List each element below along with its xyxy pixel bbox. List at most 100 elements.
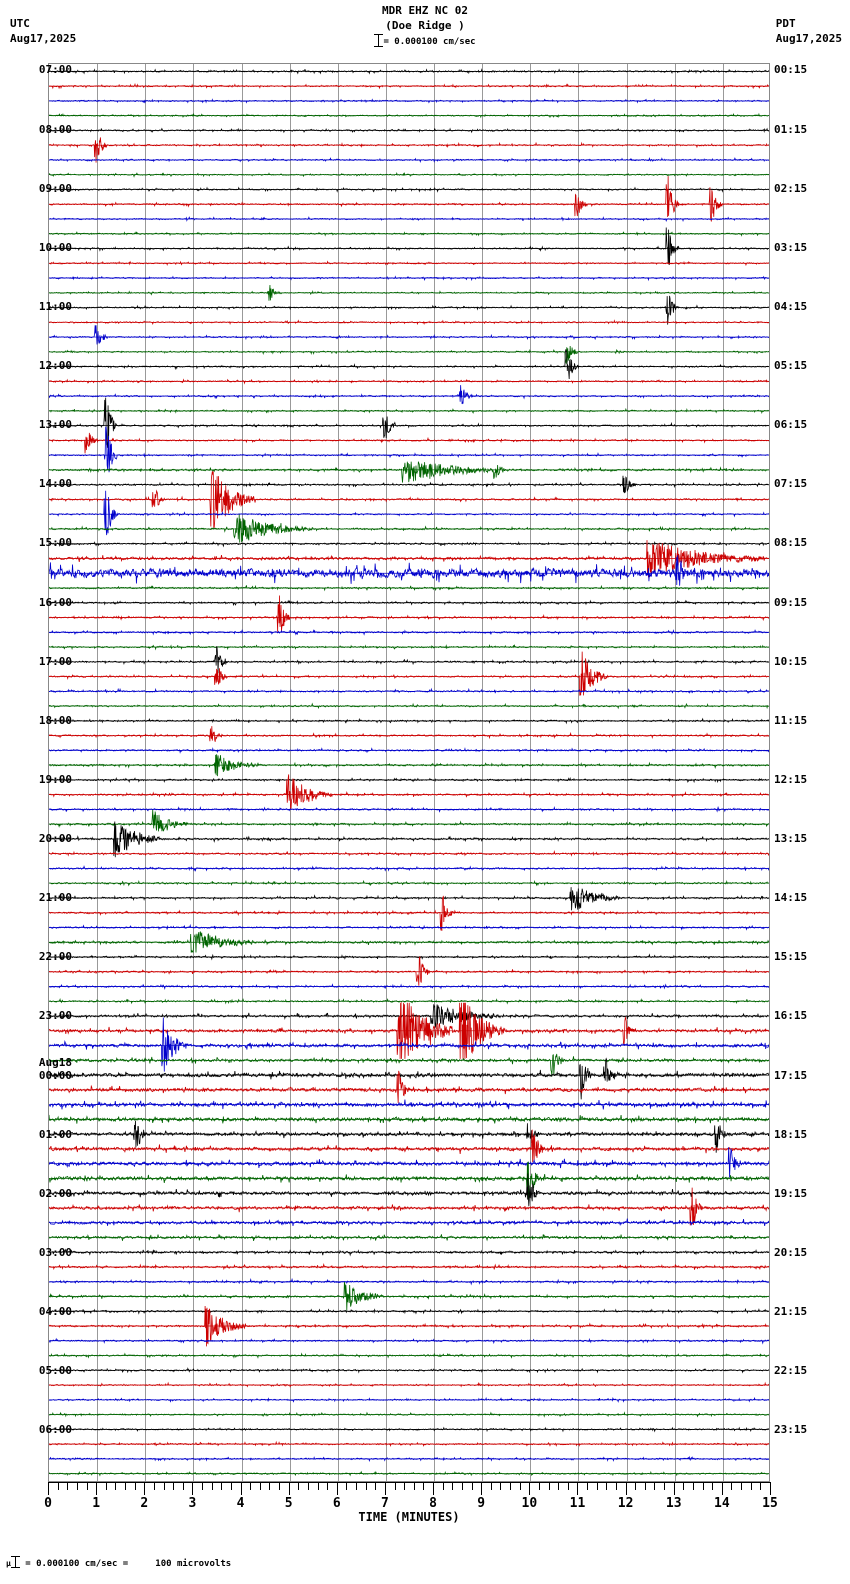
seismogram-trace: [49, 851, 769, 855]
pdt-date-label: Aug17,2025: [775, 32, 842, 45]
axis-minor-tick: [558, 1482, 560, 1490]
seismogram-trace: [49, 542, 769, 546]
axis-minor-tick: [731, 1482, 733, 1490]
utc-date-label: Aug17,2025: [10, 32, 77, 45]
utc-hour-label-0600: 06:00: [39, 1423, 72, 1436]
pdt-hour-label-2015: 20:15: [774, 1245, 808, 1259]
utc-hour-label-1000: 10:00: [39, 241, 72, 254]
micro-symbol: μ: [6, 1559, 11, 1568]
seismogram-trace: [49, 346, 769, 364]
pdt-hour-label-1715: 17:15: [774, 1068, 808, 1082]
utc-hour-label-1300: 13:00: [39, 418, 72, 431]
axis-title: TIME (MINUTES): [358, 1510, 460, 1524]
axis-minor-tick: [741, 1482, 743, 1490]
grid-line-minute-6: [337, 64, 339, 1481]
seismogram-trace: [49, 188, 769, 192]
seismogram-trace: [49, 689, 769, 693]
pdt-hour-label-0715: 07:15: [774, 477, 808, 491]
axis-minor-tick: [423, 1482, 425, 1490]
seismogram-trace: [49, 540, 769, 577]
axis-minor-tick: [394, 1482, 396, 1490]
grid-line-minute-2: [145, 64, 147, 1481]
axis-major-tick: [48, 1482, 49, 1495]
pdt-hour-label-0215: 02:15: [774, 181, 808, 195]
station-name-label: (Doe Ridge ): [385, 19, 465, 32]
pdt-hour-label-0915: 09:15: [774, 595, 808, 609]
seismogram-trace: [49, 114, 769, 117]
header-right-timezone: PDT Aug17,2025: [776, 16, 842, 46]
grid-line-minute-11: [578, 64, 580, 1481]
utc-day-change-label: Aug18: [38, 1055, 72, 1069]
grid-line-minute-5: [289, 64, 291, 1481]
utc-hour-label-2300: 23:00: [39, 1009, 72, 1022]
seismogram-trace: [49, 471, 769, 527]
footer-scale-note: μ = 0.000100 cm/sec = 100 microvolts: [6, 1556, 231, 1569]
seismogram-trace: [49, 985, 769, 989]
station-channel-label: MDR EHZ NC 02: [381, 4, 469, 17]
seismogram-trace: [49, 1309, 769, 1313]
axis-major-tick: [625, 1482, 627, 1495]
axis-minor-tick: [230, 1482, 232, 1490]
seismogram-trace: [49, 774, 769, 809]
axis-major-tick: [721, 1482, 723, 1495]
utc-hour-text: 08:00: [38, 122, 72, 136]
helicorder-plot[interactable]: [48, 63, 770, 1482]
seismogram-trace: [49, 380, 769, 383]
grid-line-minute-7: [385, 64, 387, 1481]
axis-minor-tick: [567, 1482, 569, 1490]
seismogram-trace: [49, 585, 769, 590]
utc-hour-label-0800: 08:00: [39, 123, 72, 136]
seismogram-trace: [49, 1265, 769, 1270]
axis-minor-tick: [750, 1482, 752, 1490]
axis-minor-tick: [760, 1482, 762, 1490]
grid-line-minute-3: [193, 64, 195, 1481]
seismogram-trace: [49, 630, 769, 634]
axis-minor-tick: [702, 1482, 704, 1490]
pdt-hour-label-0615: 06:15: [774, 418, 808, 432]
axis-tick-label-12: 12: [617, 1496, 634, 1511]
seismogram-trace: [49, 69, 769, 73]
axis-tick-label-6: 6: [332, 1496, 341, 1511]
seismogram-trace: [49, 810, 769, 831]
axis-minor-tick: [202, 1482, 204, 1490]
axis-tick-label-4: 4: [236, 1496, 245, 1511]
seismogram-trace: [49, 645, 769, 649]
seismogram-trace: [49, 1100, 769, 1110]
utc-hour-label-0200: 02:00: [39, 1187, 72, 1200]
axis-minor-tick: [644, 1482, 646, 1490]
grid-line-minute-8: [434, 64, 436, 1481]
seismogram-trace: [49, 652, 769, 696]
seismogram-trace: [49, 1354, 769, 1358]
seismogram-trace: [49, 176, 769, 221]
seismogram-trace: [49, 476, 769, 493]
axis-minor-tick: [683, 1482, 685, 1490]
axis-minor-tick: [664, 1482, 666, 1490]
axis-tick-label-11: 11: [569, 1496, 586, 1511]
seismogram-trace: [49, 1413, 769, 1416]
pdt-hour-label-0815: 08:15: [774, 536, 808, 550]
utc-hour-label-0300: 03:00: [39, 1246, 72, 1259]
seismogram-trace: [49, 1174, 769, 1207]
scale-bar-icon: [374, 34, 384, 47]
utc-hour-text: 10:00: [38, 240, 72, 254]
axis-major-tick: [673, 1482, 675, 1495]
footer-scale-text: = 0.000100 cm/sec = 100 microvolts: [25, 1559, 232, 1569]
grid-layer: [49, 64, 769, 1481]
seismogram-trace: [49, 1279, 769, 1284]
seismogram-trace: [49, 433, 769, 453]
axis-minor-tick: [413, 1482, 415, 1490]
utc-hour-text: 22:00: [38, 950, 72, 964]
seismogram-trace: [49, 726, 769, 742]
axis-major-tick: [577, 1482, 579, 1495]
seismogram-trace: [49, 128, 769, 132]
grid-line-minute-4: [241, 64, 243, 1481]
axis-minor-tick: [173, 1482, 175, 1490]
seismogram-trace: [49, 462, 769, 483]
utc-hour-text: 21:00: [38, 891, 72, 905]
axis-minor-tick: [115, 1482, 117, 1490]
utc-hour-text: 20:00: [38, 832, 72, 845]
seismogram-trace: [49, 749, 769, 753]
axis-major-tick: [433, 1482, 435, 1495]
utc-hour-text: 13:00: [38, 418, 72, 432]
axis-minor-tick: [404, 1482, 406, 1490]
